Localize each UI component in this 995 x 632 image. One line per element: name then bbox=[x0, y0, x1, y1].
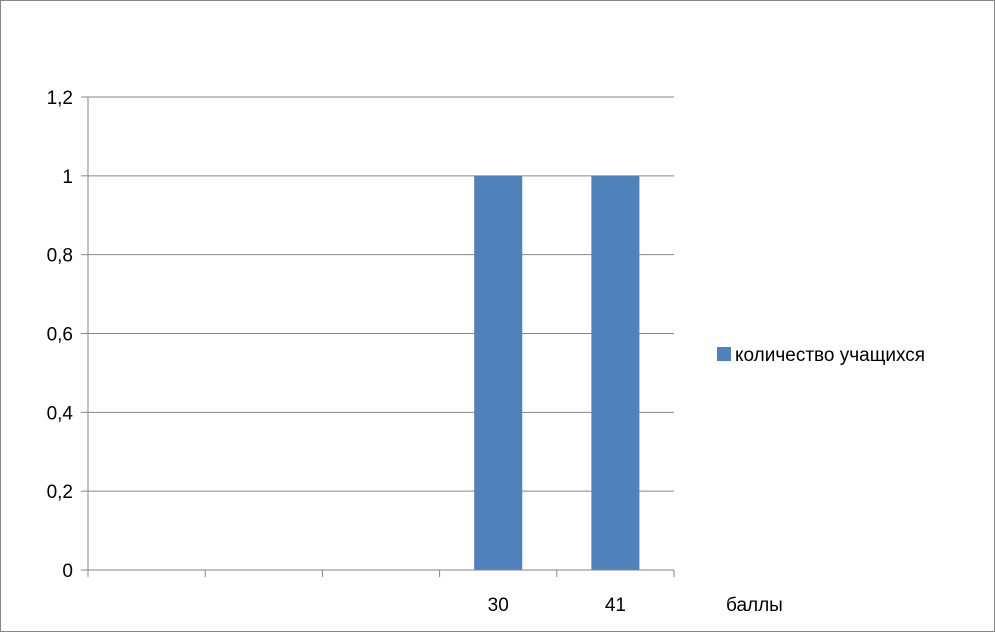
y-tick-label: 0,6 bbox=[47, 325, 73, 346]
bar bbox=[591, 175, 640, 571]
y-tick-label: 1 bbox=[62, 167, 73, 188]
x-tick-label: 30 bbox=[488, 595, 509, 616]
axes bbox=[87, 97, 675, 577]
legend-label: количество учащихся bbox=[735, 345, 925, 366]
x-tick-labels: 30 41 bbox=[488, 595, 626, 616]
y-tick-label: 0,8 bbox=[47, 246, 73, 267]
y-tick-label: 0 bbox=[62, 561, 73, 582]
bar bbox=[474, 175, 523, 571]
x-axis-title: баллы bbox=[726, 595, 783, 616]
y-tick-label: 0,2 bbox=[47, 482, 73, 503]
legend-swatch bbox=[717, 347, 731, 361]
x-tick-label: 41 bbox=[605, 595, 626, 616]
gridlines bbox=[81, 96, 674, 571]
y-tick-label: 1,2 bbox=[47, 88, 73, 109]
y-tick-labels: 0 0,2 0,4 0,6 0,8 1 1,2 bbox=[47, 88, 74, 582]
y-tick-label: 0,4 bbox=[47, 403, 74, 424]
legend: количество учащихся bbox=[717, 345, 925, 366]
bars bbox=[474, 175, 640, 571]
